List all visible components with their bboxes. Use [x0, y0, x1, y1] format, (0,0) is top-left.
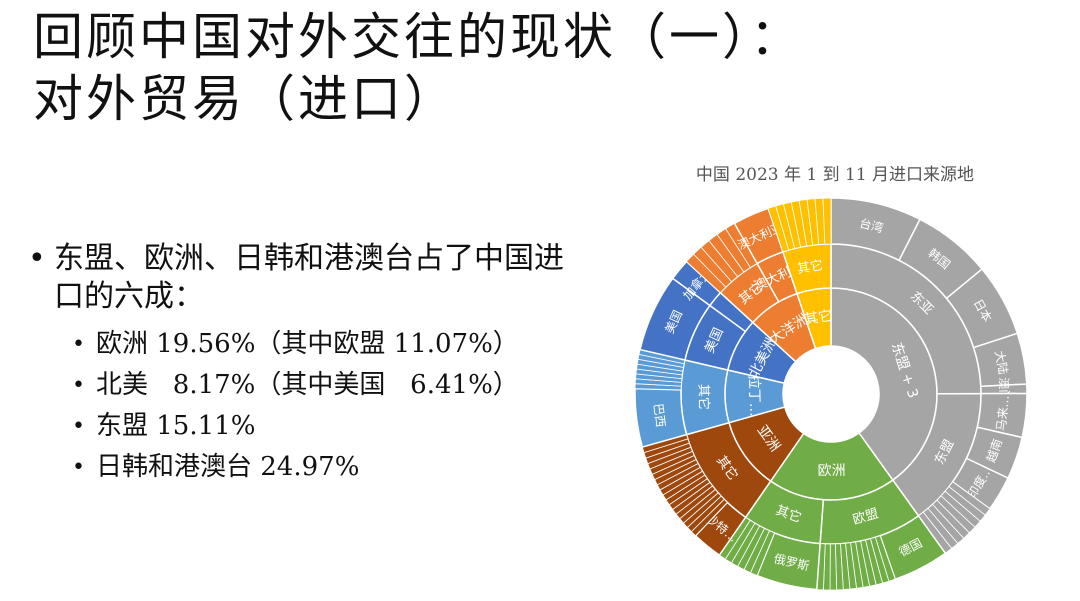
outer-label-15: 巴西	[651, 402, 668, 428]
bullet-main: 东盟、欧洲、日韩和港澳台占了中国进口的六成：	[28, 240, 588, 316]
slide-title-line1: 回顾中国对外交往的现状（一）：	[33, 8, 803, 66]
middle-label-10: 其它	[796, 257, 824, 277]
inner-label-1: 欧洲	[818, 463, 846, 479]
outer-label-6: 越南	[983, 437, 1005, 465]
sub-bullet-europe: 欧洲 19.56%（其中欧盟 11.07%）	[72, 324, 588, 365]
slide-title: 回顾中国对外交往的现状（一）： 对外贸易（进口）	[33, 6, 1033, 130]
sunburst-rings: 东盟 + 3欧洲亚洲拉丁…北美洲大洋洲其它东亚东盟欧盟其它其它其它美国其它澳大利…	[634, 197, 1028, 591]
outer-label-3: 大陆	[992, 349, 1011, 375]
chart-title: 中国 2023 年 1 到 11 月进口来源地	[696, 165, 974, 185]
outer-segment-10-9	[829, 543, 838, 591]
sub-bullet-north-america: 北美 8.17%（其中美国 6.41%）	[72, 365, 588, 406]
sub-bullet-list: 欧洲 19.56%（其中欧盟 11.07%） 北美 8.17%（其中美国 6.4…	[72, 324, 588, 488]
outer-label-5: 马来…	[994, 394, 1012, 431]
inner-label-3: 拉丁…	[746, 375, 763, 417]
bullet-list: 东盟、欧洲、日韩和港澳台占了中国进口的六成： 欧洲 19.56%（其中欧盟 11…	[28, 240, 588, 488]
middle-label-5: 其它	[695, 384, 712, 410]
outer-label-0: 台湾	[858, 215, 885, 235]
sunburst-chart: 中国 2023 年 1 到 11 月进口来源地 东盟 + 3欧洲亚洲拉丁…北美洲…	[634, 165, 1028, 591]
sub-bullet-east-asia: 日韩和港澳台 24.97%	[72, 447, 588, 488]
middle-label-2: 欧盟	[851, 506, 880, 528]
outer-segment-21-7	[822, 197, 832, 245]
sub-bullet-asean: 东盟 15.11%	[72, 406, 588, 447]
slide-title-line2: 对外贸易（进口）	[33, 70, 457, 128]
inner-label-6: 其它	[803, 307, 833, 328]
